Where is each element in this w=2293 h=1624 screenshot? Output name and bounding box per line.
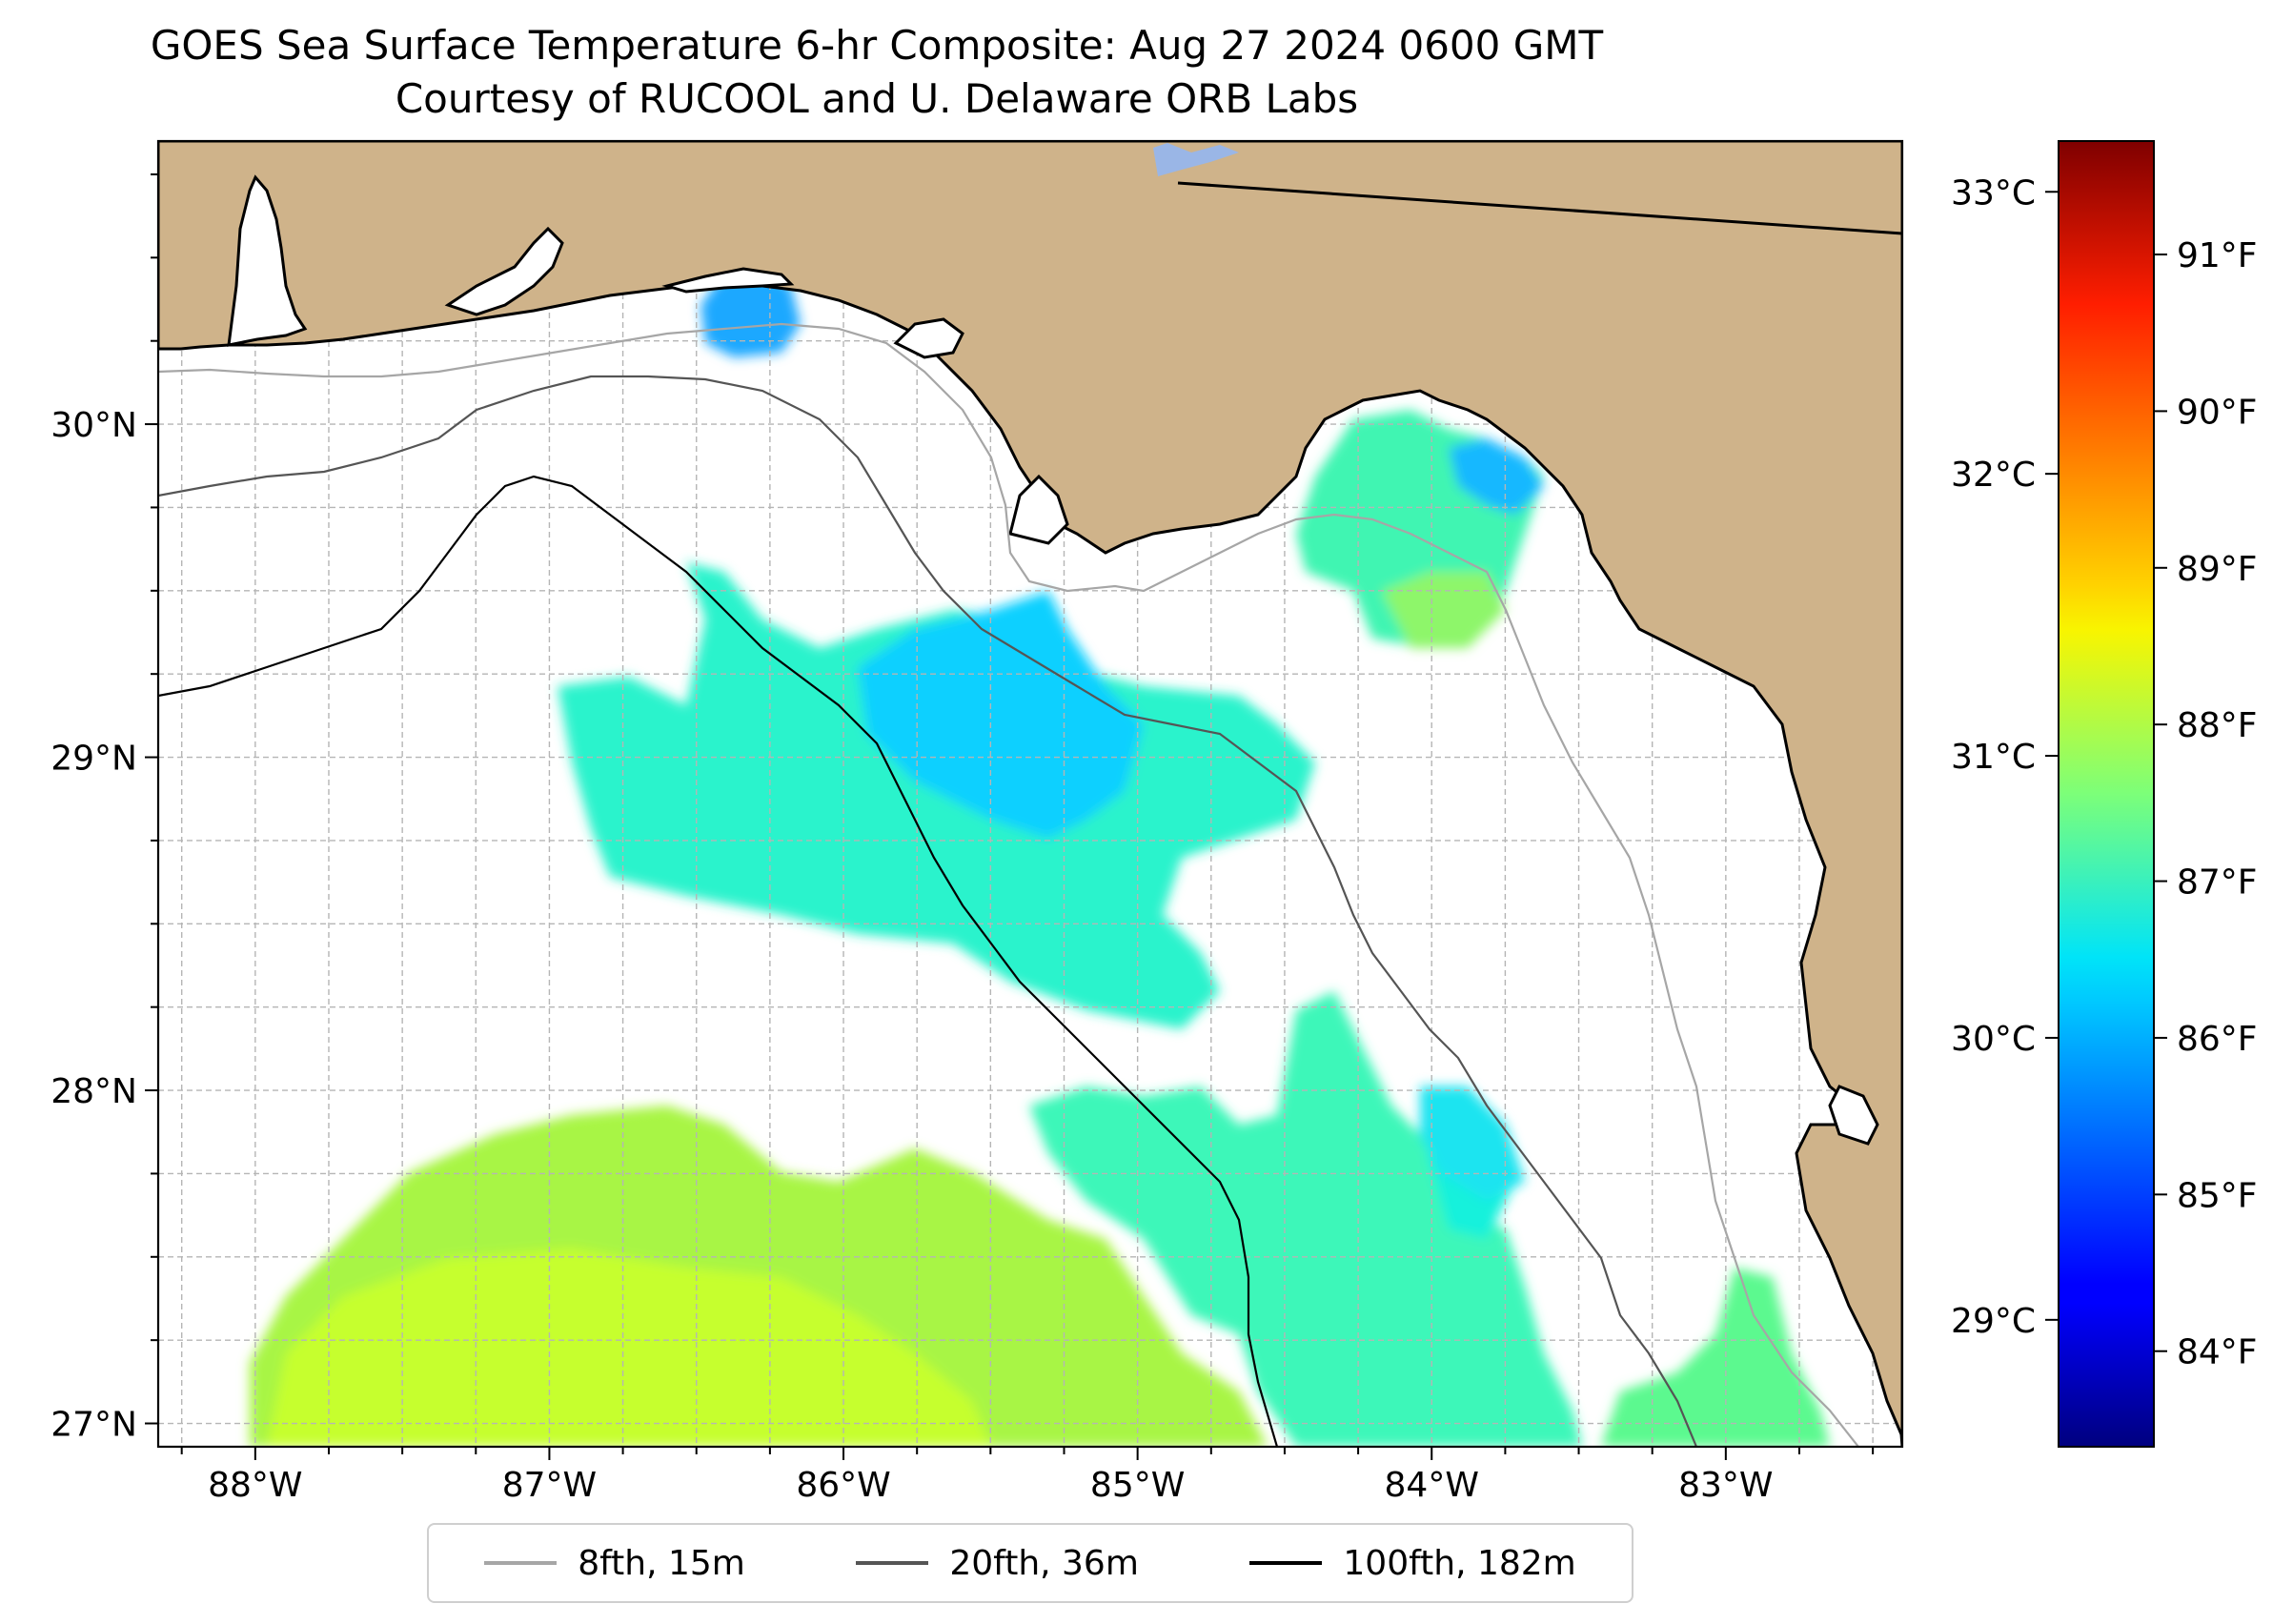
lat-tick-label: 30°N [51, 406, 137, 445]
lon-tick-label: 86°W [796, 1466, 890, 1505]
fahrenheit-tick-label: 86°F [2177, 1020, 2258, 1059]
st-andrew-bay-water [893, 317, 964, 359]
legend-label-100fth: 100fth, 182m [1343, 1543, 1576, 1583]
map-subtitle: Courtesy of RUCOOL and U. Delaware ORB L… [395, 75, 1359, 122]
contour-100fth [158, 475, 1279, 1447]
colorbar-fahrenheit-axis: 84°F 85°F 86°F 87°F 88°F 89°F 90°F 91°F [2154, 236, 2258, 1372]
map-title: GOES Sea Surface Temperature 6-hr Compos… [150, 22, 1604, 69]
lon-tick-label: 85°W [1090, 1466, 1185, 1505]
sst-patch-apalachicola [858, 591, 1144, 839]
sst-patch-central-gulf [558, 562, 1315, 1029]
map-frame [156, 139, 1904, 1449]
bathymetry-contours [158, 322, 1859, 1447]
sst-patch-pensacola [700, 267, 801, 357]
fahrenheit-tick-label: 84°F [2177, 1333, 2258, 1372]
latitude-axis: 27°N 28°N 29°N 30°N [51, 173, 158, 1445]
longitude-axis: 88°W 87°W 86°W 85°W 84°W 83°W [180, 1447, 1875, 1505]
sst-patch-cyan-east [1420, 1086, 1525, 1201]
apalachicola-bay-water [1008, 474, 1069, 545]
legend-label-8fth: 8fth, 15m [578, 1543, 745, 1583]
choctawhatchee-bay-water [661, 267, 795, 294]
lon-tick-label: 87°W [502, 1466, 597, 1505]
legend-line-20fth [856, 1561, 929, 1565]
celsius-tick-label: 30°C [1951, 1020, 2036, 1059]
sst-patch-south-yellow [267, 1248, 991, 1447]
fahrenheit-tick-label: 85°F [2177, 1176, 2258, 1215]
legend: 8fth, 15m 20fth, 36m 100fth, 182m [427, 1523, 1634, 1603]
tampa-bay-water [1828, 1085, 1879, 1146]
mobile-bay-water [227, 174, 308, 347]
legend-label-20fth: 20fth, 36m [949, 1543, 1139, 1583]
fahrenheit-tick-label: 91°F [2177, 236, 2258, 275]
celsius-tick-label: 31°C [1951, 738, 2036, 777]
colorbar-celsius-axis: 29°C 30°C 31°C 32°C 33°C [1951, 173, 2059, 1341]
lat-tick-label: 28°N [51, 1072, 137, 1111]
celsius-tick-label: 32°C [1951, 456, 2036, 495]
state-border [1177, 181, 1902, 235]
lake-water [1153, 143, 1239, 176]
pensacola-bay-water [444, 226, 564, 316]
sst-layer [250, 267, 1830, 1447]
celsius-tick-label: 29°C [1951, 1302, 2036, 1341]
fahrenheit-tick-label: 88°F [2177, 706, 2258, 745]
contour-20fth [158, 375, 1698, 1447]
land-layer [158, 141, 1902, 1447]
fahrenheit-tick-label: 87°F [2177, 863, 2258, 903]
fahrenheit-tick-label: 90°F [2177, 393, 2258, 432]
colorbar [2058, 140, 2155, 1448]
contour-8fth [158, 322, 1859, 1447]
map-content [158, 141, 1902, 1447]
sst-patch-central-shelf [1029, 991, 1582, 1447]
celsius-tick-label: 33°C [1951, 173, 2036, 213]
legend-item-20fth: 20fth, 36m [856, 1544, 1139, 1583]
lon-tick-label: 84°W [1385, 1466, 1479, 1505]
lon-tick-label: 88°W [208, 1466, 302, 1505]
sst-patch-southeast [1601, 1268, 1830, 1447]
lon-tick-label: 83°W [1678, 1466, 1773, 1505]
legend-line-100fth [1249, 1561, 1323, 1565]
lat-tick-label: 27°N [51, 1406, 137, 1445]
sst-patch-apalachee-blue [1449, 438, 1544, 515]
legend-line-8fth [484, 1561, 558, 1565]
legend-item-8fth: 8fth, 15m [484, 1544, 745, 1583]
fahrenheit-tick-label: 89°F [2177, 550, 2258, 589]
land-panhandle [158, 141, 1902, 1447]
legend-item-100fth: 100fth, 182m [1249, 1543, 1576, 1583]
lat-tick-label: 29°N [51, 740, 137, 779]
